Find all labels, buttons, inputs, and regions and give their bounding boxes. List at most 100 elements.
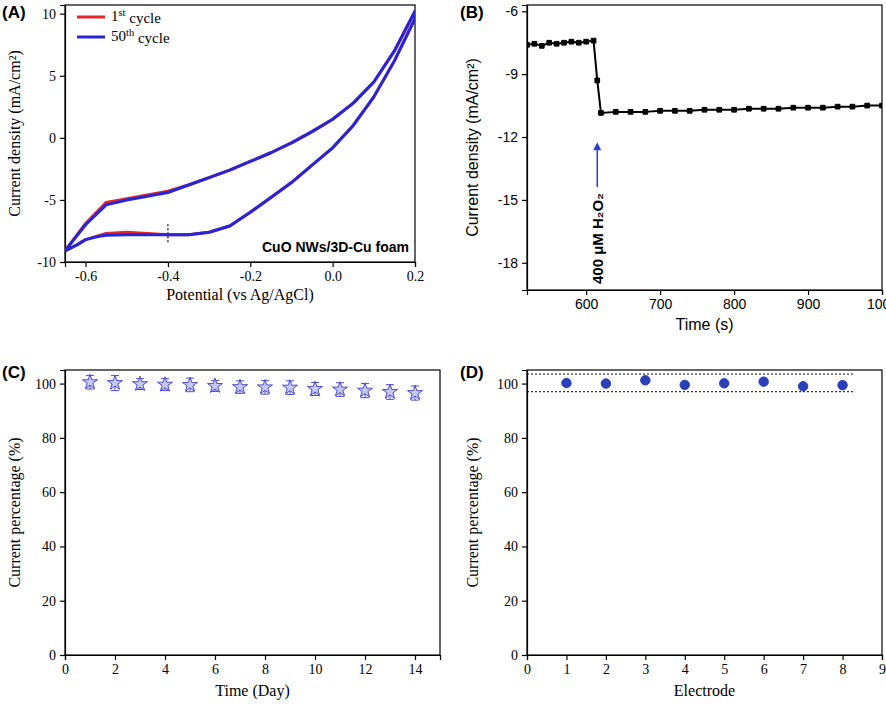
tick-mark — [60, 200, 65, 201]
tick-label: 20 — [42, 594, 56, 609]
tick: 3 — [642, 655, 649, 677]
tick: 2 — [112, 655, 119, 677]
axis-line — [522, 6, 528, 291]
tick-mark — [882, 290, 883, 295]
data-point — [702, 107, 707, 112]
tick-mark — [522, 492, 527, 493]
panel-label: (D) — [460, 363, 484, 382]
tick: -5 — [44, 193, 65, 208]
tick: 2 — [603, 655, 610, 677]
tick-label: 8 — [262, 662, 269, 677]
error-cap — [311, 395, 319, 396]
panel: 02468101214020406080100Time (Day)Current… — [2, 363, 441, 700]
axis-line — [60, 6, 66, 263]
x-axis-title: Time (s) — [675, 316, 733, 333]
data-point — [407, 385, 422, 399]
tick: -12 — [498, 129, 527, 145]
tick-label: -12 — [498, 129, 518, 145]
tick: 7 — [800, 655, 807, 677]
data-point — [717, 107, 722, 112]
tick: 900 — [797, 290, 821, 312]
tick: -18 — [498, 255, 527, 271]
tick-mark — [165, 655, 166, 660]
tick-mark — [808, 290, 809, 295]
plot-area — [65, 11, 415, 251]
tick-mark — [60, 655, 65, 656]
plot-area — [527, 38, 882, 115]
annotation: CuO NWs/3D-Cu foam — [262, 239, 409, 255]
tick-mark — [168, 262, 169, 267]
tick: 0.0 — [324, 262, 342, 284]
tick-mark — [60, 438, 65, 439]
legend-swatch — [77, 16, 105, 19]
tick-mark — [522, 74, 527, 75]
tick-label: 8 — [840, 662, 847, 677]
data-point — [107, 375, 122, 389]
tick-label: 4 — [682, 662, 689, 677]
data-point — [157, 377, 172, 391]
tick: 700 — [649, 290, 673, 312]
tick-label: 60 — [504, 485, 518, 500]
data-point — [673, 108, 678, 113]
tick: 5 — [721, 655, 728, 677]
tick-label: 0 — [511, 648, 518, 663]
data-point — [806, 105, 811, 110]
tick: 10 — [42, 7, 65, 22]
data-point — [791, 105, 796, 110]
y-axis-title: Current density (mA/cm²) — [6, 50, 24, 217]
data-point — [601, 379, 610, 388]
error-cap — [86, 389, 94, 390]
panel-label: (A) — [2, 3, 26, 22]
data-point — [257, 379, 272, 393]
tick-mark — [60, 262, 65, 263]
data-point — [539, 44, 544, 49]
axis-line — [528, 291, 883, 296]
plot-area — [82, 374, 422, 400]
axis-line — [528, 656, 883, 661]
data-point — [643, 110, 648, 115]
tick-label: -0.4 — [157, 269, 179, 284]
tick: 100 — [497, 377, 527, 392]
tick: 8 — [262, 655, 269, 677]
data-point — [547, 40, 552, 45]
error-cap — [411, 400, 419, 401]
tick-mark — [522, 438, 527, 439]
tick: 6 — [761, 655, 768, 677]
error-cap — [286, 394, 294, 395]
tick-mark — [60, 601, 65, 602]
tick-mark — [606, 655, 607, 660]
x-axis-title: Time (Day) — [215, 682, 290, 700]
tick-mark — [586, 290, 587, 295]
tick-label: -9 — [506, 66, 519, 82]
x-axis: 6007008009001000 — [528, 290, 886, 312]
tick: 12 — [359, 655, 373, 677]
legend-label: 1st cycle — [111, 7, 161, 26]
tick-label: 800 — [723, 296, 747, 312]
tick-label: 80 — [42, 431, 56, 446]
x-axis: -0.6-0.4-0.20.00.2 — [66, 262, 425, 284]
data-point — [747, 106, 752, 111]
data-point — [282, 380, 297, 394]
data-point — [569, 39, 574, 44]
tick-label: 10 — [42, 7, 56, 22]
tick: 10 — [309, 655, 323, 677]
tick-mark — [522, 263, 527, 264]
tick-mark — [724, 655, 725, 660]
tick: 40 — [504, 539, 527, 554]
tick-mark — [115, 655, 116, 660]
data-point — [562, 40, 567, 45]
tick-label: 14 — [409, 662, 423, 677]
tick-mark — [842, 655, 843, 660]
data-point — [554, 41, 559, 46]
tick-label: 10 — [309, 662, 323, 677]
tick: 1 — [563, 655, 570, 677]
data-point — [641, 376, 650, 385]
tick-label: 2 — [603, 662, 610, 677]
tick: -6 — [506, 3, 527, 19]
error-cap — [261, 394, 269, 395]
tick-mark — [415, 655, 416, 660]
tick: 60 — [42, 485, 65, 500]
tick-mark — [315, 655, 316, 660]
tick-mark — [60, 546, 65, 547]
error-cap — [361, 397, 369, 398]
